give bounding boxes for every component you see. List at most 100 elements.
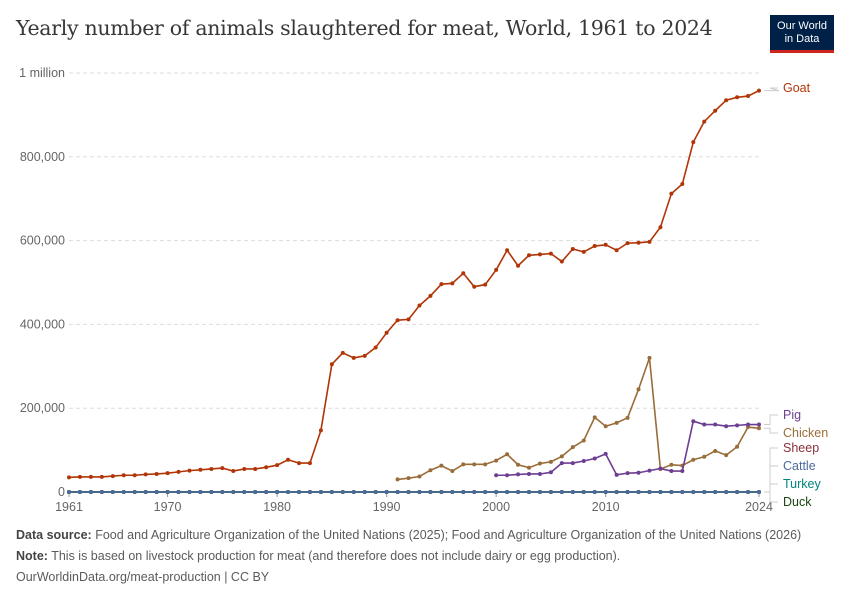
data-point-cattle [494,490,499,494]
data-point-cattle [647,490,652,494]
data-point-pig [516,472,521,477]
data-point-chicken [548,459,553,464]
data-point-goat [362,353,367,358]
data-point-pig [669,469,674,474]
source-line: Data source: Food and Agriculture Organi… [16,528,801,542]
data-point-pig [658,466,663,471]
data-point-cattle [275,490,280,494]
data-point-pig [505,473,510,478]
data-point-goat [746,94,751,99]
data-point-pig [614,472,619,477]
data-point-pig [559,461,564,466]
data-point-cattle [351,490,356,494]
data-point-pig [636,470,641,475]
data-point-goat [176,469,181,474]
data-point-cattle [680,490,685,494]
data-point-chicken [713,448,718,453]
data-point-cattle [67,490,71,494]
data-point-pig [691,419,696,424]
data-point-cattle [286,490,291,494]
data-point-goat [99,474,104,479]
note-label: Note: [16,549,48,563]
source-text: Food and Agriculture Organization of the… [95,528,802,542]
data-point-cattle [187,490,192,494]
data-point-cattle [329,490,334,494]
data-point-goat [198,467,203,472]
data-point-pig [680,469,685,474]
data-point-goat [647,239,652,244]
data-point-pig [570,461,575,466]
data-point-cattle [417,490,422,494]
data-point-goat [231,469,236,474]
data-point-cattle [625,490,630,494]
data-point-cattle [242,490,247,494]
data-point-chicken [702,454,707,459]
data-point-cattle [592,490,597,494]
label-connector [764,414,778,426]
x-tick-label: 2010 [592,500,620,514]
data-point-chicken [439,463,444,468]
label-connector [764,87,780,92]
data-point-chicken [461,462,466,467]
data-point-cattle [505,490,510,494]
data-point-cattle [132,490,137,494]
data-point-cattle [570,490,575,494]
data-point-cattle [428,490,433,494]
series-line-chicken [397,357,760,481]
legend-label-cattle: Cattle [783,459,816,473]
data-point-cattle [77,490,82,494]
data-point-cattle [691,490,696,494]
data-point-cattle [143,490,148,494]
data-point-goat [67,475,71,480]
data-point-goat [494,267,499,272]
data-point-chicken [406,476,411,481]
data-point-cattle [110,490,115,494]
data-point-chicken [428,468,433,473]
data-point-cattle [516,490,521,494]
data-point-cattle [307,490,312,494]
data-point-goat [680,182,685,187]
data-point-goat [505,248,510,253]
data-point-cattle [340,490,345,494]
data-point-goat [592,244,597,249]
data-point-goat [417,303,422,308]
data-point-goat [472,284,477,289]
data-point-pig [713,422,718,427]
data-point-cattle [395,490,400,494]
data-point-cattle [548,490,553,494]
data-point-cattle [439,490,444,494]
data-point-cattle [702,490,707,494]
source-link[interactable]: OurWorldinData.org/meat-production | CC … [16,570,270,584]
y-tick-label: 800,000 [20,150,65,164]
data-point-pig [527,471,531,476]
y-tick-label: 600,000 [20,234,65,248]
data-point-goat [253,466,258,471]
data-point-chicken [483,462,488,467]
data-point-cattle [165,490,170,494]
source-label: Data source: [16,528,92,542]
data-point-chicken [592,415,597,420]
data-point-goat [559,259,564,264]
line-chart: 0 200,000 400,000 600,000 800,000 1 million 19… [19,66,828,514]
data-point-chicken [735,444,740,449]
data-point-cattle [559,490,564,494]
data-point-goat [603,242,608,247]
data-point-cattle [581,490,586,494]
data-point-goat [384,330,389,335]
series-line-goat [68,89,760,479]
data-point-pig [603,451,608,456]
data-point-cattle [99,490,104,494]
data-point-cattle [88,490,93,494]
data-point-goat [373,345,378,350]
owid-logo[interactable]: Our World in Data [770,15,834,53]
data-point-goat [307,461,312,466]
data-point-goat [340,350,345,355]
data-point-goat [625,241,630,246]
data-point-chicken [614,420,619,425]
data-point-chicken [647,355,652,360]
data-point-goat [614,248,619,253]
data-point-goat [636,240,641,245]
data-point-goat [297,461,301,466]
data-point-goat [242,466,247,471]
data-point-goat [264,465,269,470]
